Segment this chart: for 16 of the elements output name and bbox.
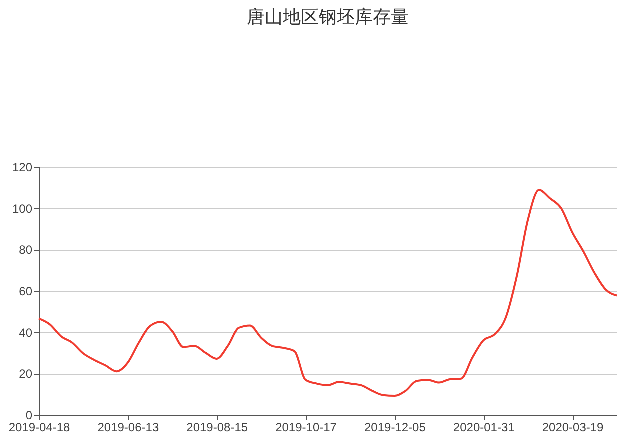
x-tick-label: 2019-08-15 xyxy=(186,420,248,434)
line-series xyxy=(38,189,618,397)
chart-title: 唐山地区钢坯库存量 xyxy=(247,7,409,27)
x-tick-label: 2019-12-05 xyxy=(364,420,426,434)
y-tick-label: 20 xyxy=(19,367,33,382)
y-tick-label: 80 xyxy=(19,243,33,258)
y-tick-label: 60 xyxy=(19,284,33,298)
y-tick-label: 120 xyxy=(12,160,33,174)
x-tick-label: 2019-06-13 xyxy=(98,420,160,434)
x-tick-label: 2020-03-19 xyxy=(542,420,604,434)
x-tick-label: 2019-04-18 xyxy=(8,420,71,434)
y-tick-label: 100 xyxy=(12,202,33,216)
x-tick-label: 2020-01-31 xyxy=(453,420,516,434)
y-tick-label: 0 xyxy=(26,408,33,422)
x-tick-label: 2019-10-17 xyxy=(276,420,338,434)
y-tick-label: 40 xyxy=(19,326,33,340)
